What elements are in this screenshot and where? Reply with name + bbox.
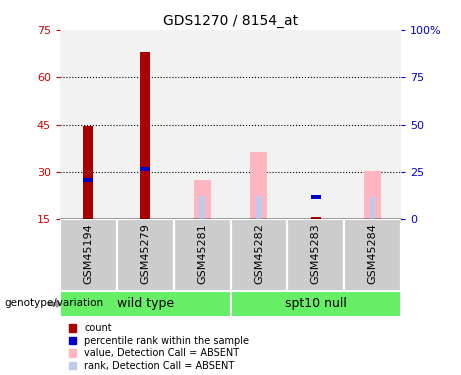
Bar: [344, 219, 401, 291]
Bar: [140, 52, 150, 219]
Bar: [174, 219, 230, 291]
Bar: [311, 217, 321, 219]
Bar: [344, 30, 401, 219]
Bar: [230, 291, 401, 317]
Bar: [83, 178, 94, 182]
Text: spt10 null: spt10 null: [285, 297, 347, 310]
Bar: [117, 219, 174, 291]
Bar: [117, 30, 174, 219]
Text: genotype/variation: genotype/variation: [5, 297, 104, 307]
Bar: [230, 30, 287, 219]
Text: GSM45282: GSM45282: [254, 223, 264, 284]
Bar: [194, 180, 211, 219]
Bar: [60, 219, 117, 291]
Title: GDS1270 / 8154_at: GDS1270 / 8154_at: [163, 13, 298, 28]
Bar: [311, 195, 321, 199]
Bar: [250, 152, 267, 219]
Text: GSM45281: GSM45281: [197, 223, 207, 284]
Text: GSM45279: GSM45279: [140, 223, 150, 284]
Bar: [60, 291, 230, 317]
Text: GSM45194: GSM45194: [83, 223, 94, 284]
Legend: count, percentile rank within the sample, value, Detection Call = ABSENT, rank, : count, percentile rank within the sample…: [65, 320, 253, 375]
Bar: [83, 126, 94, 219]
Bar: [60, 30, 117, 219]
Bar: [230, 219, 287, 291]
Bar: [287, 219, 344, 291]
Bar: [140, 167, 150, 171]
Bar: [370, 197, 375, 219]
Text: GSM45283: GSM45283: [311, 223, 321, 284]
Text: wild type: wild type: [117, 297, 174, 310]
Text: GSM45284: GSM45284: [367, 223, 378, 284]
Bar: [174, 30, 230, 219]
Bar: [199, 196, 205, 219]
Bar: [256, 196, 262, 219]
Bar: [364, 171, 381, 219]
Bar: [287, 30, 344, 219]
